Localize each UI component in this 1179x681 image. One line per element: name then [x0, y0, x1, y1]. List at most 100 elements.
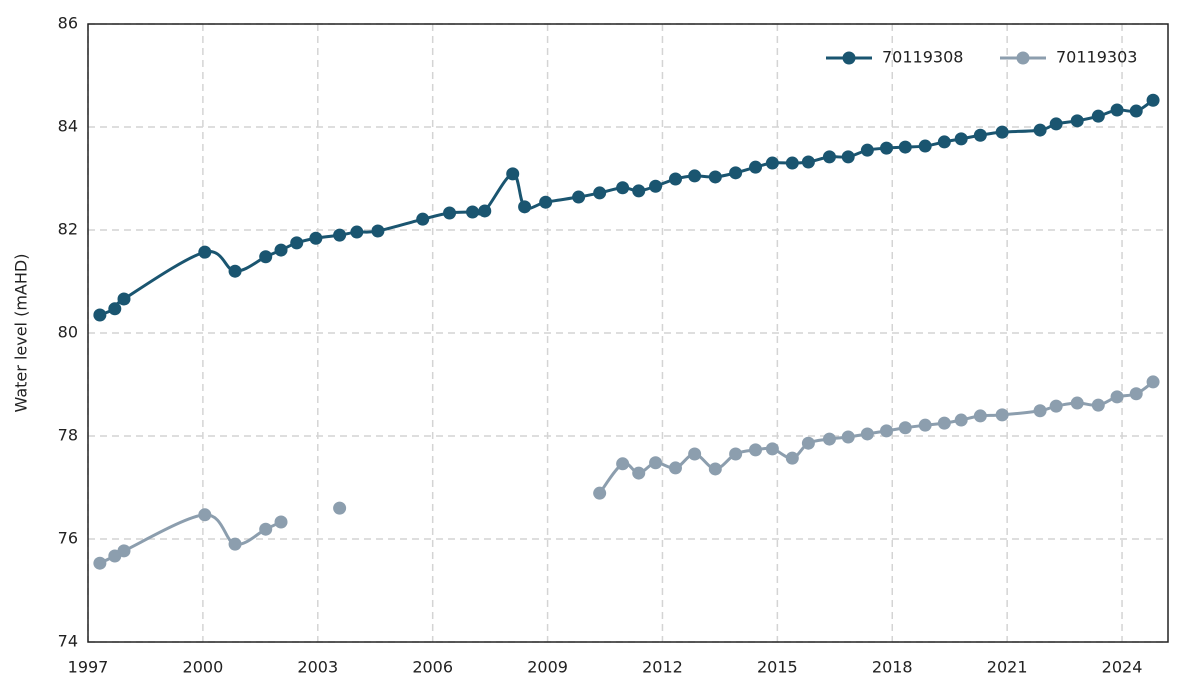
data-point [729, 447, 743, 461]
data-point [1091, 109, 1105, 123]
data-point [466, 205, 480, 219]
x-tick-label: 2024 [1102, 658, 1143, 677]
data-point [918, 139, 932, 153]
y-tick-label: 80 [58, 323, 78, 342]
data-point [93, 308, 107, 322]
data-point [688, 447, 702, 461]
data-point [1049, 399, 1063, 413]
y-axis-label: Water level (mAHD) [12, 254, 31, 413]
data-point [539, 195, 553, 209]
data-point [309, 231, 323, 245]
x-tick-label: 2006 [412, 658, 453, 677]
data-point [898, 140, 912, 154]
data-point [108, 302, 122, 316]
y-tick-label: 76 [58, 529, 78, 548]
x-tick-label: 2009 [527, 658, 568, 677]
data-point [1110, 390, 1124, 404]
data-point [973, 409, 987, 423]
data-point [274, 515, 288, 529]
data-point [765, 156, 779, 170]
data-point [1033, 404, 1047, 418]
series-line [99, 98, 1154, 317]
data-point [259, 522, 273, 536]
data-point [668, 461, 682, 475]
x-tick-label: 2000 [183, 658, 224, 677]
data-point [1146, 93, 1160, 107]
data-point [93, 556, 107, 570]
legend-label: 70119303 [1056, 48, 1137, 67]
data-point [518, 200, 532, 214]
data-point [371, 224, 385, 238]
data-point [1091, 398, 1105, 412]
data-point [995, 408, 1009, 422]
data-point [1070, 114, 1084, 128]
x-tick-label: 2021 [987, 658, 1028, 677]
data-point [860, 427, 874, 441]
data-point [729, 166, 743, 180]
data-point [1146, 375, 1160, 389]
data-point [632, 466, 646, 480]
data-point [259, 250, 273, 264]
data-point [616, 181, 630, 195]
data-point [117, 292, 131, 306]
x-tick-label: 2018 [872, 658, 913, 677]
data-point [995, 125, 1009, 139]
data-point [649, 179, 663, 193]
x-tick-label: 2012 [642, 658, 683, 677]
legend-label: 70119308 [882, 48, 963, 67]
data-point [632, 184, 646, 198]
data-point [880, 424, 894, 438]
y-tick-label: 84 [58, 117, 78, 136]
data-point [841, 150, 855, 164]
data-point [937, 416, 951, 430]
data-point [228, 537, 242, 551]
data-point [117, 544, 131, 558]
data-point [785, 451, 799, 465]
data-point [333, 228, 347, 242]
data-point [478, 204, 492, 218]
data-point [1129, 104, 1143, 118]
data-point [708, 170, 722, 184]
data-point [1110, 103, 1124, 117]
data-point [765, 442, 779, 456]
data-point [822, 150, 836, 164]
legend-marker [1016, 51, 1030, 65]
data-point [822, 432, 836, 446]
x-tick-label: 2003 [297, 658, 338, 677]
data-point [506, 167, 520, 181]
data-point [1033, 123, 1047, 137]
x-tick-label: 1997 [68, 658, 109, 677]
data-point [785, 156, 799, 170]
data-point [918, 418, 932, 432]
data-point [860, 143, 874, 157]
data-point [274, 243, 288, 257]
data-point [1129, 387, 1143, 401]
data-point [350, 225, 364, 239]
y-tick-label: 82 [58, 220, 78, 239]
x-tick-label: 2015 [757, 658, 798, 677]
data-point [228, 264, 242, 278]
data-point [593, 486, 607, 500]
data-point [333, 501, 347, 515]
y-tick-label: 74 [58, 632, 78, 651]
data-point [801, 155, 815, 169]
plot-frame [87, 23, 1169, 643]
data-point [954, 413, 968, 427]
data-point [616, 457, 630, 471]
data-point [801, 436, 815, 450]
data-point [572, 190, 586, 204]
series-line [99, 380, 1154, 565]
data-point [1070, 396, 1084, 410]
data-point [1049, 117, 1063, 131]
data-point [749, 160, 763, 174]
y-tick-label: 86 [58, 14, 78, 33]
data-point [668, 172, 682, 186]
data-point [749, 443, 763, 457]
legend-marker [842, 51, 856, 65]
data-point [443, 206, 457, 220]
data-point [841, 430, 855, 444]
data-point [290, 236, 304, 250]
data-point [416, 212, 430, 226]
data-point [198, 245, 212, 259]
